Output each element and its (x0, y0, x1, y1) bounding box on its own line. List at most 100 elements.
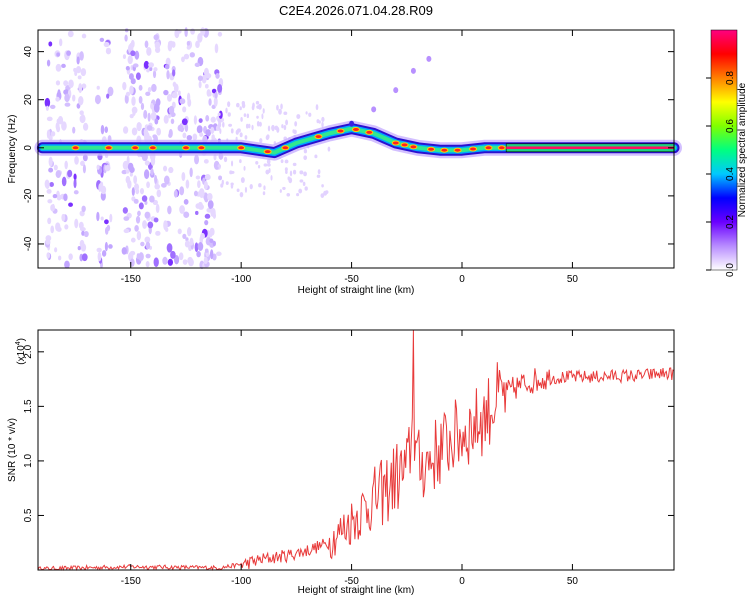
noise-speckle (152, 134, 157, 139)
colorbar-ticks: 0.0 0.2 0.4 0.6 0.8 (706, 71, 736, 277)
noise-speckle (104, 164, 111, 172)
noise-speckle (292, 169, 297, 175)
colorbar-tick-label: 0.0 (725, 263, 736, 277)
spectrogram-y-tick-label: 20 (23, 94, 34, 106)
snr-panel: -150 -100 -50 0 50 0.5 1.0 1.5 2.0 (x104) Heigh… (7, 329, 675, 596)
noise-speckle (227, 112, 231, 117)
noise-speckle (181, 56, 185, 63)
noise-speckle (127, 162, 134, 171)
noise-speckle (303, 155, 308, 161)
noise-speckle (204, 174, 211, 181)
noise-speckle (50, 131, 56, 137)
noise-speckle (166, 243, 173, 253)
noise-speckle (81, 83, 87, 89)
noise-speckle (48, 41, 53, 47)
noise-speckle (166, 70, 170, 80)
noise-speckle (134, 52, 139, 57)
noise-speckle (186, 134, 193, 141)
noise-speckle (135, 215, 141, 224)
noise-speckle (50, 225, 55, 234)
noise-speckle (241, 102, 246, 109)
noise-speckle (138, 96, 143, 104)
noise-speckle (251, 105, 255, 111)
noise-speckle (125, 169, 130, 174)
noise-speckle (217, 83, 223, 93)
noise-speckle (303, 148, 308, 154)
noise-speckle (230, 170, 235, 174)
spectrogram-y-tick-label: 40 (23, 46, 34, 58)
noise-speckle (140, 102, 145, 111)
noise-speckle (214, 43, 219, 54)
noise-speckle (145, 91, 151, 97)
noise-speckle (197, 180, 201, 189)
noise-speckle (72, 126, 76, 134)
noise-speckle (214, 91, 218, 99)
noise-speckle (249, 183, 253, 190)
ridge-hotspot (365, 129, 374, 135)
noise-speckle (276, 126, 280, 133)
noise-speckle (48, 167, 54, 173)
snr-x-label: Height of straight line (km) (298, 585, 415, 596)
noise-speckle (189, 237, 194, 246)
noise-speckle (156, 127, 162, 136)
noise-speckle (142, 220, 147, 229)
noise-speckle (131, 187, 135, 196)
snr-y-tick-label: 0.5 (23, 508, 34, 522)
noise-speckle (73, 190, 79, 195)
noise-speckle (283, 111, 288, 115)
noise-speckle (244, 186, 248, 193)
ridge-hotspot (104, 145, 113, 151)
noise-speckle (125, 91, 131, 97)
noise-speckle (213, 160, 220, 170)
noise-speckle (285, 159, 288, 163)
noise-speckle (230, 128, 234, 134)
noise-speckle (57, 89, 61, 97)
noise-speckle (45, 105, 49, 111)
noise-speckle (210, 126, 215, 134)
noise-speckle (213, 96, 218, 107)
noise-speckle (197, 75, 203, 81)
noise-speckle (145, 261, 150, 268)
noise-speckle (125, 66, 130, 71)
noise-speckle (223, 156, 228, 163)
noise-speckle (195, 175, 201, 180)
snr-frame (37, 329, 675, 571)
noise-speckle (122, 54, 127, 60)
noise-speckle (196, 125, 203, 134)
noise-speckle (230, 183, 234, 189)
spectrogram-y-tick-label: -40 (23, 236, 34, 251)
noise-speckle (206, 192, 213, 201)
noise-speckle (177, 228, 182, 235)
noise-speckle (49, 182, 54, 188)
snr-x-tick-label: -50 (344, 576, 359, 587)
noise-speckle (144, 211, 151, 219)
noise-speckle (146, 68, 150, 73)
noise-speckle (121, 247, 127, 255)
noise-speckle (122, 207, 128, 214)
ridge-hotspot (469, 146, 478, 152)
noise-speckle (245, 123, 249, 129)
noise-speckle (108, 244, 113, 249)
noise-speckle (162, 165, 168, 172)
noise-speckle (167, 94, 172, 102)
spectrogram-ridge-layer (34, 55, 682, 161)
noise-speckle (99, 37, 105, 42)
noise-speckle (59, 38, 63, 47)
noise-speckle (321, 121, 324, 128)
noise-speckle (270, 175, 273, 181)
noise-speckle (82, 164, 86, 174)
noise-speckle (146, 125, 153, 131)
noise-speckle (251, 124, 254, 131)
snr-multiplier: (x104) (15, 338, 27, 365)
noise-speckle (122, 160, 129, 170)
noise-speckle (262, 191, 266, 196)
noise-speckle (122, 126, 129, 134)
noise-speckle (131, 127, 138, 136)
noise-speckle (187, 98, 192, 107)
noise-speckle (129, 85, 134, 95)
noise-speckle (130, 78, 136, 85)
noise-speckle (182, 259, 188, 265)
noise-speckle (130, 39, 135, 48)
noise-speckle (106, 224, 111, 232)
